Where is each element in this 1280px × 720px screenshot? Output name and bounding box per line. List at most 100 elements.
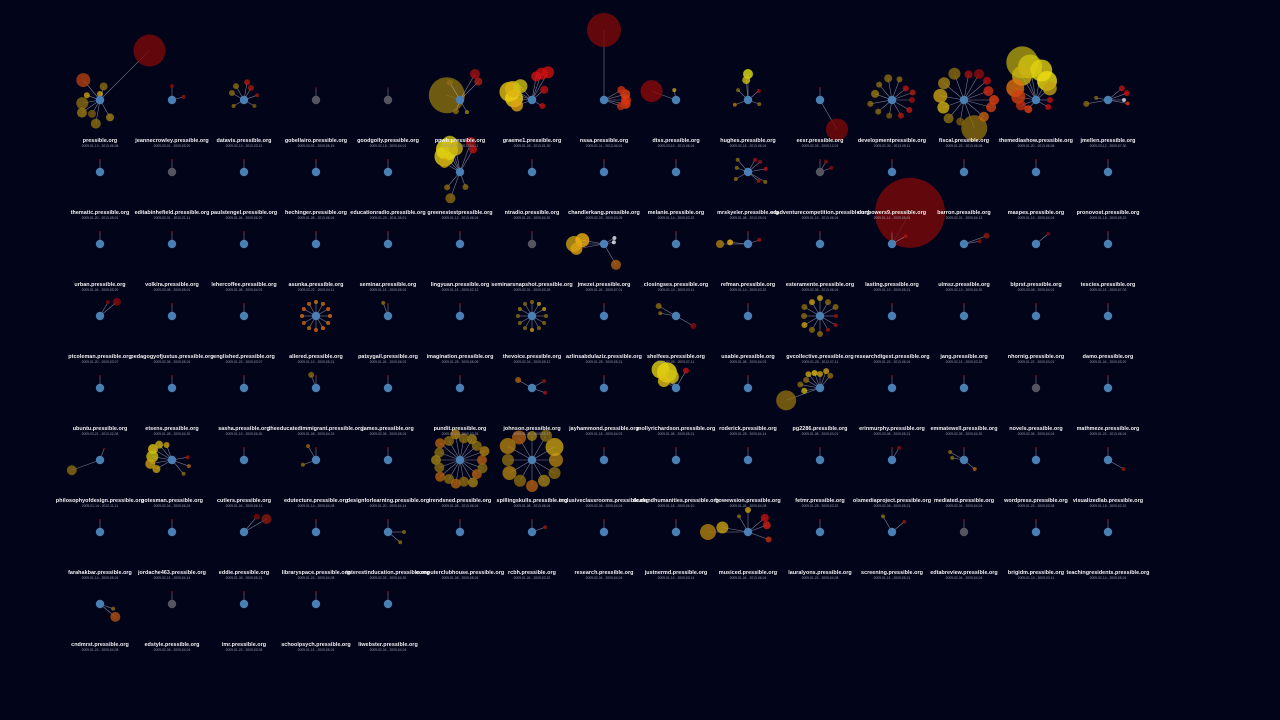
site-label[interactable]: lasting.pressible.org 2009-01-10 - 2009-0… (865, 282, 919, 292)
site-label[interactable]: pedagogyofjustus.pressible.org 2009-02-06… (130, 354, 213, 364)
site-label[interactable]: etsens.pressible.org 2009-01-28 - 2009-04… (145, 426, 198, 436)
site-graph[interactable] (1031, 159, 1041, 177)
post-node[interactable] (817, 371, 823, 377)
post-node[interactable] (603, 303, 605, 305)
site-graph[interactable] (311, 591, 321, 609)
post-node[interactable] (809, 299, 815, 306)
site-node[interactable] (599, 239, 609, 249)
post-node[interactable] (611, 259, 621, 270)
post-node[interactable] (314, 328, 318, 332)
post-node[interactable] (655, 303, 662, 309)
site-node[interactable] (1031, 455, 1041, 465)
site-label[interactable]: eddie.pressible.org 2009-01-30 - 2009-05-… (219, 570, 269, 580)
site-graph[interactable] (815, 447, 825, 465)
site-graph[interactable] (640, 80, 681, 105)
site-label[interactable]: nssa.pressible.org 2009-01-11 - 2013-06-0… (580, 138, 629, 148)
post-node[interactable] (531, 71, 542, 82)
post-node[interactable] (867, 100, 874, 107)
post-node[interactable] (758, 159, 763, 164)
post-node[interactable] (387, 231, 389, 233)
post-node[interactable] (982, 76, 991, 85)
post-node[interactable] (805, 371, 812, 378)
site-node[interactable] (311, 167, 321, 177)
post-node[interactable] (1123, 90, 1130, 97)
site-graph[interactable] (599, 447, 609, 465)
post-node[interactable] (539, 103, 546, 109)
post-node[interactable] (434, 462, 445, 473)
site-node[interactable] (599, 383, 609, 393)
site-graph[interactable] (383, 159, 393, 177)
site-label[interactable]: jmezei.pressible.org 2009-01-24 - 2009-07… (578, 282, 631, 292)
site-graph[interactable] (383, 375, 393, 393)
site-label[interactable]: jayhammond.pressible.org 2009-01-18 - 200… (569, 426, 639, 436)
site-graph[interactable] (887, 159, 897, 177)
site-graph[interactable] (887, 303, 897, 321)
site-node[interactable] (383, 95, 393, 105)
post-node[interactable] (1042, 81, 1057, 96)
site-label[interactable]: imr.pressible.org 2009-01-20 - 2009-03-08 (222, 642, 266, 652)
site-graph[interactable] (383, 231, 393, 249)
site-label[interactable]: cndmrst.pressible.org 2009-01-24 - 2009-0… (71, 642, 129, 652)
site-node[interactable] (527, 527, 537, 537)
site-graph[interactable] (743, 447, 753, 465)
post-node[interactable] (523, 326, 527, 331)
post-node[interactable] (133, 34, 166, 67)
post-node[interactable] (447, 79, 453, 86)
post-node[interactable] (1035, 447, 1037, 449)
site-label[interactable]: greenestestpressible.org 2009-01-12 - 201… (427, 210, 492, 220)
post-node[interactable] (99, 159, 101, 161)
post-node[interactable] (603, 519, 605, 521)
post-node[interactable] (542, 321, 547, 325)
post-node[interactable] (434, 447, 445, 458)
post-node[interactable] (470, 69, 480, 80)
site-label[interactable]: jmellen.pressible.org 2009-03-12 - 2009-0… (1081, 138, 1136, 148)
site-node[interactable] (167, 239, 177, 249)
post-node[interactable] (315, 375, 317, 377)
post-node[interactable] (186, 464, 191, 469)
post-node[interactable] (315, 447, 317, 449)
post-node[interactable] (510, 99, 523, 112)
site-node[interactable] (1031, 167, 1041, 177)
post-node[interactable] (819, 519, 821, 521)
post-node[interactable] (757, 102, 762, 107)
post-node[interactable] (308, 371, 315, 378)
post-node[interactable] (906, 107, 913, 113)
site-node[interactable] (599, 167, 609, 177)
post-node[interactable] (99, 375, 101, 377)
post-node[interactable] (527, 431, 537, 441)
site-node[interactable] (527, 311, 537, 321)
post-node[interactable] (747, 447, 749, 449)
site-label[interactable]: hughes.pressible.org 2009-02-18 - 2013-06… (720, 138, 776, 148)
site-label[interactable]: datavis.pressible.org 2009-02-10 - 2010-0… (217, 138, 272, 148)
post-node[interactable] (943, 113, 954, 124)
post-node[interactable] (747, 303, 749, 305)
site-graph[interactable] (300, 444, 321, 467)
site-graph[interactable] (383, 87, 393, 105)
post-node[interactable] (675, 231, 677, 233)
post-node[interactable] (963, 375, 965, 377)
site-node[interactable] (95, 383, 105, 393)
post-node[interactable] (248, 84, 254, 91)
post-node[interactable] (1107, 159, 1109, 161)
post-node[interactable] (603, 159, 605, 161)
post-node[interactable] (817, 295, 823, 301)
post-node[interactable] (171, 375, 173, 377)
post-node[interactable] (972, 466, 977, 471)
site-node[interactable] (743, 239, 753, 249)
post-node[interactable] (99, 82, 108, 91)
site-node[interactable] (887, 239, 897, 249)
site-graph[interactable] (1031, 303, 1041, 321)
post-node[interactable] (801, 387, 808, 394)
site-label[interactable]: ubuntu.pressible.org 2009-03-21 - 2010-02… (73, 426, 128, 436)
post-node[interactable] (543, 525, 548, 530)
site-node[interactable] (959, 95, 969, 105)
site-graph[interactable] (228, 79, 260, 108)
site-node[interactable] (239, 311, 249, 321)
site-node[interactable] (1031, 95, 1041, 105)
post-node[interactable] (747, 375, 749, 377)
site-node[interactable] (455, 311, 465, 321)
site-node[interactable] (1103, 383, 1113, 393)
post-node[interactable] (469, 145, 477, 154)
post-node[interactable] (1024, 105, 1033, 114)
post-node[interactable] (315, 519, 317, 521)
